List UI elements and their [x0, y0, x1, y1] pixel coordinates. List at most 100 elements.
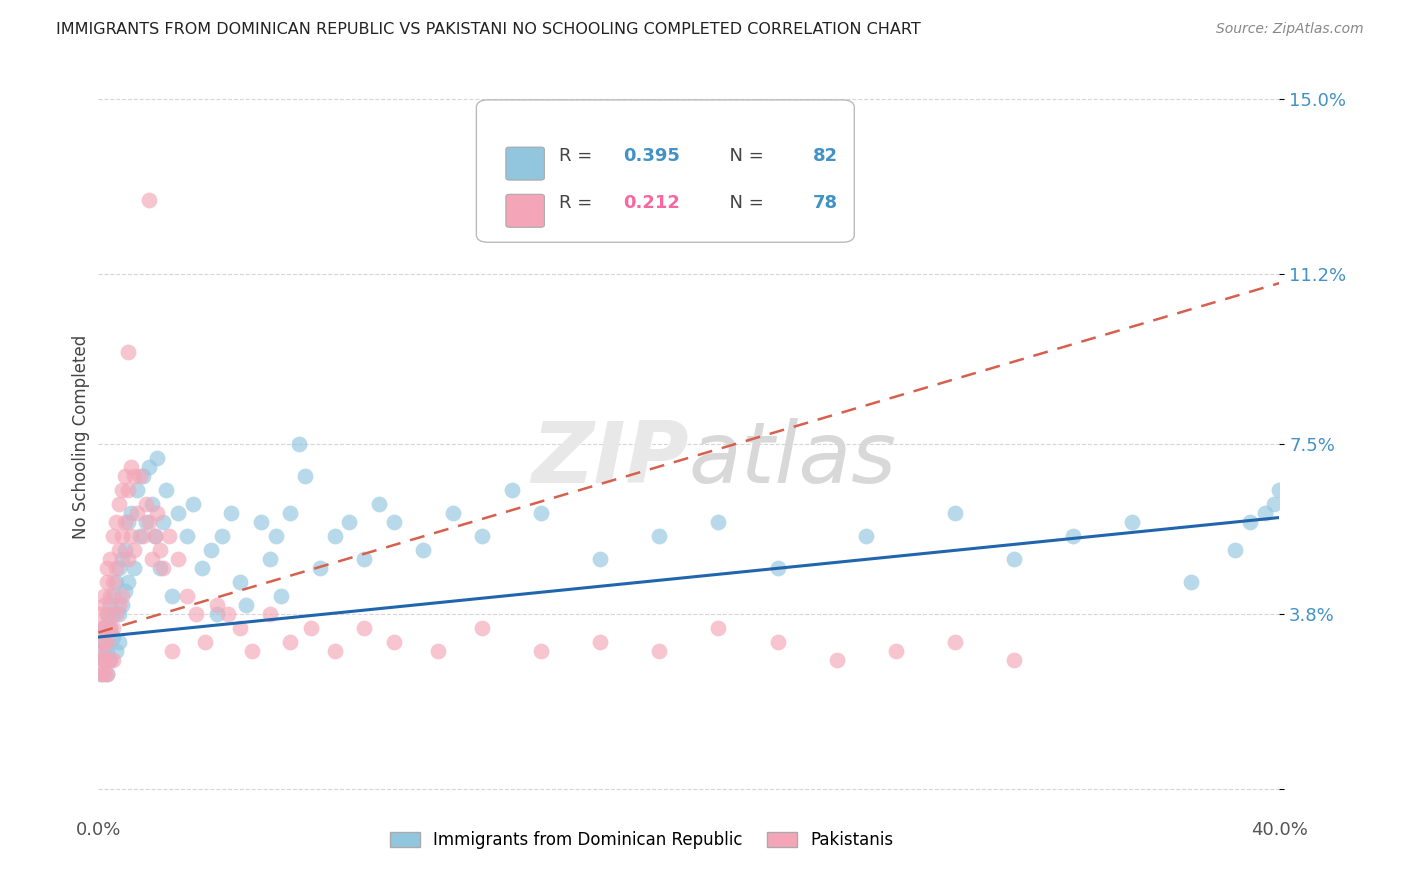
Point [441, 506, 464, 520]
Point [120, 506, 142, 520]
Point [1263, 497, 1285, 511]
Point [98, 598, 121, 612]
Point [217, 607, 239, 621]
Text: atlas: atlas [689, 418, 897, 501]
Point [229, 621, 252, 635]
Point [108, 561, 131, 575]
Point [1062, 529, 1084, 543]
Text: 0.212: 0.212 [623, 194, 681, 212]
Point [152, 515, 174, 529]
Point [103, 653, 125, 667]
Point [707, 621, 730, 635]
Point [135, 515, 157, 529]
Point [288, 437, 311, 451]
FancyBboxPatch shape [477, 100, 855, 243]
Point [235, 598, 257, 612]
Point [167, 506, 190, 520]
Point [90, 644, 112, 658]
Point [167, 552, 190, 566]
Point [96, 634, 118, 648]
Point [98, 621, 121, 635]
Point [501, 483, 523, 497]
Point [103, 630, 125, 644]
Point [98, 552, 121, 566]
Point [122, 469, 145, 483]
Point [111, 589, 134, 603]
Point [117, 574, 139, 589]
Point [412, 542, 434, 557]
Legend: Immigrants from Dominican Republic, Pakistanis: Immigrants from Dominican Republic, Paki… [382, 824, 900, 855]
Point [132, 529, 155, 543]
Point [471, 621, 494, 635]
Point [111, 529, 134, 543]
Point [309, 561, 332, 575]
Point [855, 529, 877, 543]
Point [93, 653, 115, 667]
Point [141, 552, 163, 566]
Point [143, 529, 166, 543]
Point [1121, 515, 1143, 529]
Point [943, 506, 966, 520]
Point [96, 561, 118, 575]
Point [1239, 515, 1261, 529]
Y-axis label: No Schooling Completed: No Schooling Completed [72, 335, 90, 539]
Point [111, 598, 134, 612]
Point [339, 515, 361, 529]
Point [103, 607, 125, 621]
Point [93, 653, 115, 667]
Point [111, 483, 134, 497]
Point [766, 561, 789, 575]
Point [323, 529, 346, 543]
Point [138, 459, 160, 474]
Point [1180, 574, 1202, 589]
Point [96, 666, 118, 681]
Point [1268, 483, 1291, 497]
Point [146, 506, 169, 520]
Point [125, 483, 148, 497]
Point [149, 542, 172, 557]
Point [98, 653, 121, 667]
Point [114, 469, 136, 483]
Point [146, 450, 169, 465]
Point [211, 529, 233, 543]
Point [299, 621, 322, 635]
Point [114, 515, 136, 529]
Point [200, 542, 222, 557]
Point [128, 469, 150, 483]
Point [98, 621, 121, 635]
Point [280, 506, 302, 520]
Point [1254, 506, 1277, 520]
Point [259, 607, 281, 621]
Text: Source: ZipAtlas.com: Source: ZipAtlas.com [1216, 22, 1364, 37]
Text: 78: 78 [813, 194, 838, 212]
Point [120, 459, 142, 474]
Point [96, 574, 118, 589]
Point [471, 529, 494, 543]
Point [96, 666, 118, 681]
Point [155, 483, 177, 497]
Point [108, 607, 131, 621]
Point [648, 529, 671, 543]
Point [98, 653, 121, 667]
Point [530, 644, 553, 658]
Point [221, 506, 243, 520]
Point [90, 621, 112, 635]
Text: N =: N = [718, 147, 769, 165]
Point [135, 497, 157, 511]
Point [240, 644, 263, 658]
Point [229, 574, 252, 589]
Point [96, 607, 118, 621]
Point [530, 506, 553, 520]
Point [368, 497, 391, 511]
Point [93, 666, 115, 681]
Point [98, 589, 121, 603]
Point [90, 666, 112, 681]
Point [117, 483, 139, 497]
Point [294, 469, 316, 483]
Point [589, 634, 612, 648]
Point [120, 529, 142, 543]
Point [382, 634, 405, 648]
Point [105, 607, 128, 621]
Point [181, 497, 204, 511]
Point [93, 621, 115, 635]
